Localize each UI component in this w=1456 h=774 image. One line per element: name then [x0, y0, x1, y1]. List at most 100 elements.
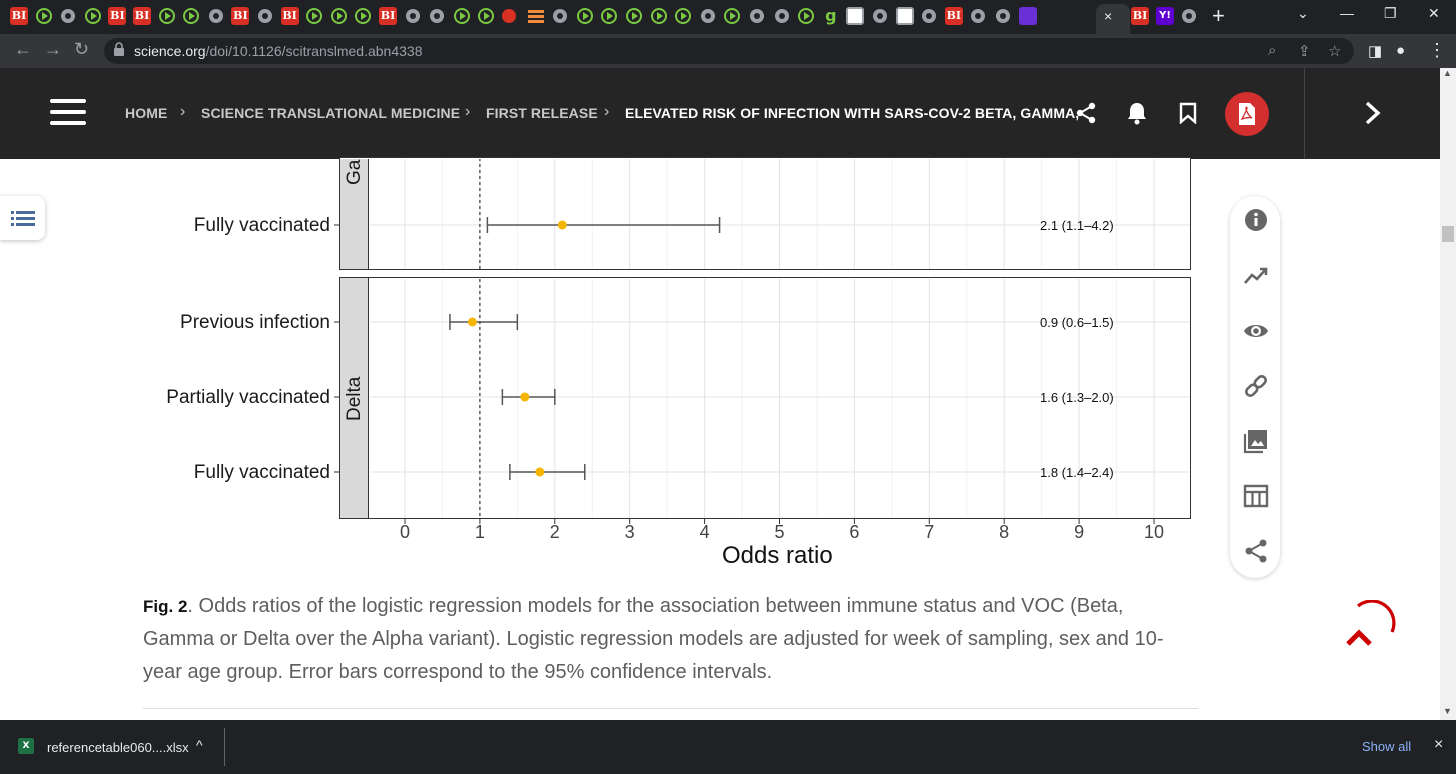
bookmark-star-icon[interactable]: ☆: [1328, 43, 1342, 60]
flag-favicon-icon[interactable]: [502, 9, 516, 23]
bi-favicon-icon[interactable]: BI: [133, 7, 151, 25]
play-favicon-icon[interactable]: [477, 7, 495, 25]
x-tick-label: 1: [474, 522, 485, 542]
scroll-up-icon[interactable]: ▲: [1443, 68, 1452, 78]
play-favicon-icon[interactable]: [35, 7, 53, 25]
odds-ratio-point: [557, 220, 567, 230]
lock-icon[interactable]: [114, 42, 124, 56]
browser-menu-icon[interactable]: ⋮: [1428, 40, 1446, 60]
restore-icon[interactable]: ❐: [1384, 5, 1397, 21]
play-favicon-icon[interactable]: [723, 7, 741, 25]
g-favicon-icon[interactable]: g: [825, 6, 837, 25]
bi-favicon-icon[interactable]: BI: [10, 7, 28, 25]
globe-favicon-icon[interactable]: [871, 7, 889, 25]
scroll-down-icon[interactable]: ▼: [1443, 706, 1452, 716]
back-icon[interactable]: ←: [14, 39, 32, 59]
play-favicon-icon[interactable]: [625, 7, 643, 25]
play-favicon-icon[interactable]: [330, 7, 348, 25]
play-favicon-icon[interactable]: [600, 7, 618, 25]
play-favicon-icon[interactable]: [158, 7, 176, 25]
close-download-bar-icon[interactable]: ×: [1434, 736, 1444, 753]
table-of-contents-button[interactable]: [0, 196, 45, 240]
close-tab-icon[interactable]: ×: [1104, 8, 1113, 24]
row-label: Fully vaccinated: [193, 215, 330, 236]
browser-toolbar: ← → ↻ science.org/doi/10.1126/scitranslm…: [0, 34, 1456, 68]
url-text[interactable]: science.org/doi/10.1126/scitranslmed.abn…: [134, 43, 423, 59]
play-favicon-icon[interactable]: [674, 7, 692, 25]
reload-icon[interactable]: ↻: [74, 39, 90, 59]
qr-favicon-icon[interactable]: [846, 7, 865, 25]
globe-favicon-icon[interactable]: [1180, 7, 1198, 25]
minimize-icon[interactable]: —: [1340, 5, 1354, 21]
bi-favicon-icon[interactable]: BI: [1131, 7, 1149, 25]
eye-icon[interactable]: [1243, 318, 1269, 344]
globe-favicon-icon[interactable]: [404, 7, 422, 25]
tab-search-icon[interactable]: ⌄: [1297, 5, 1309, 21]
globe-favicon-icon[interactable]: [551, 7, 569, 25]
breadcrumb-journal[interactable]: SCIENCE TRANSLATIONAL MEDICINE: [201, 105, 461, 121]
share-page-icon[interactable]: ⇪: [1298, 43, 1311, 60]
trending-icon[interactable]: [1243, 263, 1269, 289]
panel-gamma: [339, 157, 1191, 270]
breadcrumb-section[interactable]: FIRST RELEASE: [486, 105, 598, 121]
menu-icon[interactable]: [50, 99, 86, 127]
globe-favicon-icon[interactable]: [969, 7, 987, 25]
globe-favicon-icon[interactable]: [207, 7, 225, 25]
share-icon[interactable]: [1243, 538, 1269, 564]
pdf-download-button[interactable]: [1225, 92, 1269, 136]
x-tick-label: 7: [924, 522, 935, 542]
row-label: Previous infection: [180, 312, 330, 333]
globe-favicon-icon[interactable]: [773, 7, 791, 25]
qr-favicon-icon[interactable]: [895, 7, 914, 25]
x-tick-label: 4: [699, 522, 710, 542]
play-favicon-icon[interactable]: [84, 7, 102, 25]
breadcrumb-home[interactable]: HOME: [125, 105, 168, 121]
globe-favicon-icon[interactable]: [920, 7, 938, 25]
bookmark-icon[interactable]: [1179, 102, 1197, 124]
scrollbar-thumb[interactable]: [1442, 226, 1454, 242]
globe-favicon-icon[interactable]: [59, 7, 77, 25]
play-favicon-icon[interactable]: [453, 7, 471, 25]
profile-icon[interactable]: ●: [1396, 42, 1406, 59]
image-icon[interactable]: [1243, 428, 1269, 454]
yahoo-favicon-icon[interactable]: Y!: [1156, 7, 1174, 25]
next-article-chevron-icon[interactable]: [1364, 100, 1382, 126]
side-panel-icon[interactable]: ◨: [1368, 43, 1383, 60]
zoom-icon[interactable]: ⌕: [1268, 42, 1277, 59]
mail-favicon-icon[interactable]: [1018, 7, 1037, 25]
play-favicon-icon[interactable]: [576, 7, 594, 25]
globe-favicon-icon[interactable]: [699, 7, 717, 25]
bi-favicon-icon[interactable]: BI: [944, 7, 963, 25]
table-icon[interactable]: [1243, 483, 1269, 509]
download-file-name[interactable]: referencetable060....xlsx: [47, 740, 189, 755]
close-window-icon[interactable]: ✕: [1428, 5, 1440, 21]
play-favicon-icon[interactable]: [797, 7, 815, 25]
globe-favicon-icon[interactable]: [428, 7, 446, 25]
show-all-downloads-button[interactable]: Show all: [1362, 739, 1412, 754]
page-scrollbar[interactable]: ▲ ▼: [1440, 68, 1456, 720]
info-icon[interactable]: [1243, 207, 1269, 233]
odds-ratio-point: [520, 392, 530, 402]
active-tab[interactable]: [1096, 4, 1130, 34]
bi-favicon-icon[interactable]: BI: [108, 7, 127, 25]
new-tab-button[interactable]: +: [1212, 3, 1225, 28]
address-bar[interactable]: [104, 38, 1354, 64]
bi-favicon-icon[interactable]: BI: [379, 7, 397, 25]
link-icon[interactable]: [1243, 373, 1269, 399]
bi-favicon-icon[interactable]: BI: [231, 7, 250, 25]
globe-favicon-icon[interactable]: [748, 7, 766, 25]
play-favicon-icon[interactable]: [305, 7, 323, 25]
plot-area: [334, 159, 1190, 524]
globe-favicon-icon[interactable]: [256, 7, 274, 25]
back-to-top-button[interactable]: [1340, 600, 1396, 650]
play-favicon-icon[interactable]: [650, 7, 668, 25]
bell-icon[interactable]: [1126, 101, 1148, 125]
play-favicon-icon[interactable]: [354, 7, 372, 25]
forward-icon[interactable]: →: [44, 39, 62, 59]
chevron-up-icon[interactable]: ^: [196, 737, 203, 753]
share-icon[interactable]: [1075, 102, 1097, 124]
bi-favicon-icon[interactable]: BI: [280, 7, 299, 25]
slides-favicon-icon[interactable]: [527, 7, 545, 25]
play-favicon-icon[interactable]: [182, 7, 200, 25]
globe-favicon-icon[interactable]: [994, 7, 1012, 25]
